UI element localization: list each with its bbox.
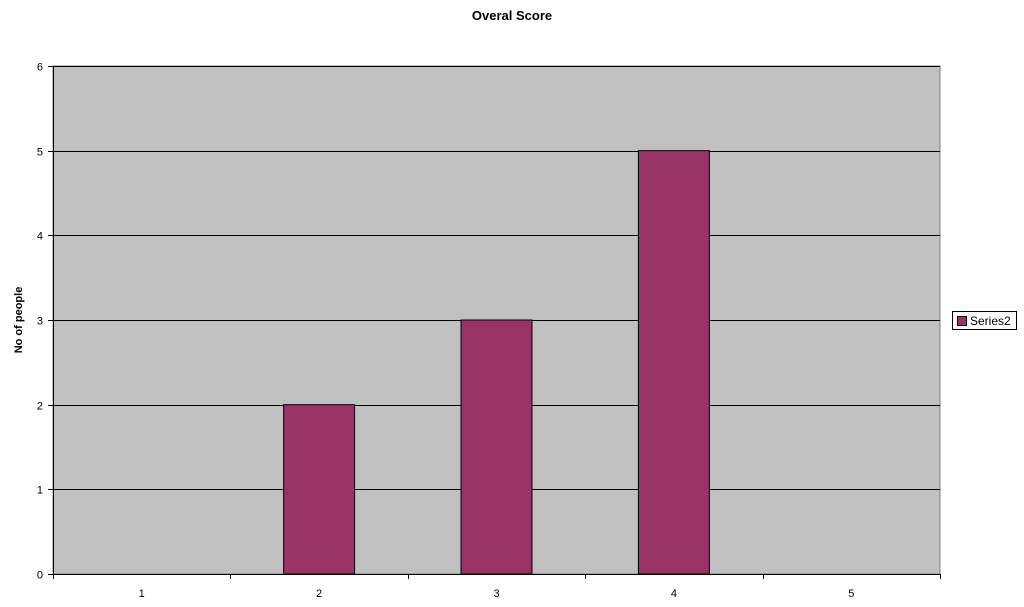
- legend: Series2: [952, 311, 1017, 330]
- x-tick-label: 4: [671, 588, 677, 600]
- y-tick-label: 2: [37, 401, 43, 413]
- x-tick-label: 1: [139, 588, 145, 600]
- y-tick-label: 6: [37, 62, 43, 74]
- bar: [283, 404, 356, 575]
- y-tick-label: 0: [37, 570, 43, 582]
- legend-label: Series2: [970, 313, 1011, 328]
- y-tick-label: 3: [37, 316, 43, 328]
- chart-title: Overal Score: [471, 8, 553, 23]
- bar: [460, 319, 533, 575]
- x-tick-label: 5: [848, 588, 854, 600]
- bar: [637, 150, 710, 575]
- y-axis-title: No of people: [13, 287, 25, 354]
- x-tick-label: 3: [493, 588, 499, 600]
- legend-swatch: [957, 315, 967, 326]
- y-tick-label: 5: [37, 147, 43, 159]
- x-tick-label: 2: [316, 588, 322, 600]
- y-tick-label: 4: [37, 231, 43, 243]
- y-tick-label: 1: [37, 485, 43, 497]
